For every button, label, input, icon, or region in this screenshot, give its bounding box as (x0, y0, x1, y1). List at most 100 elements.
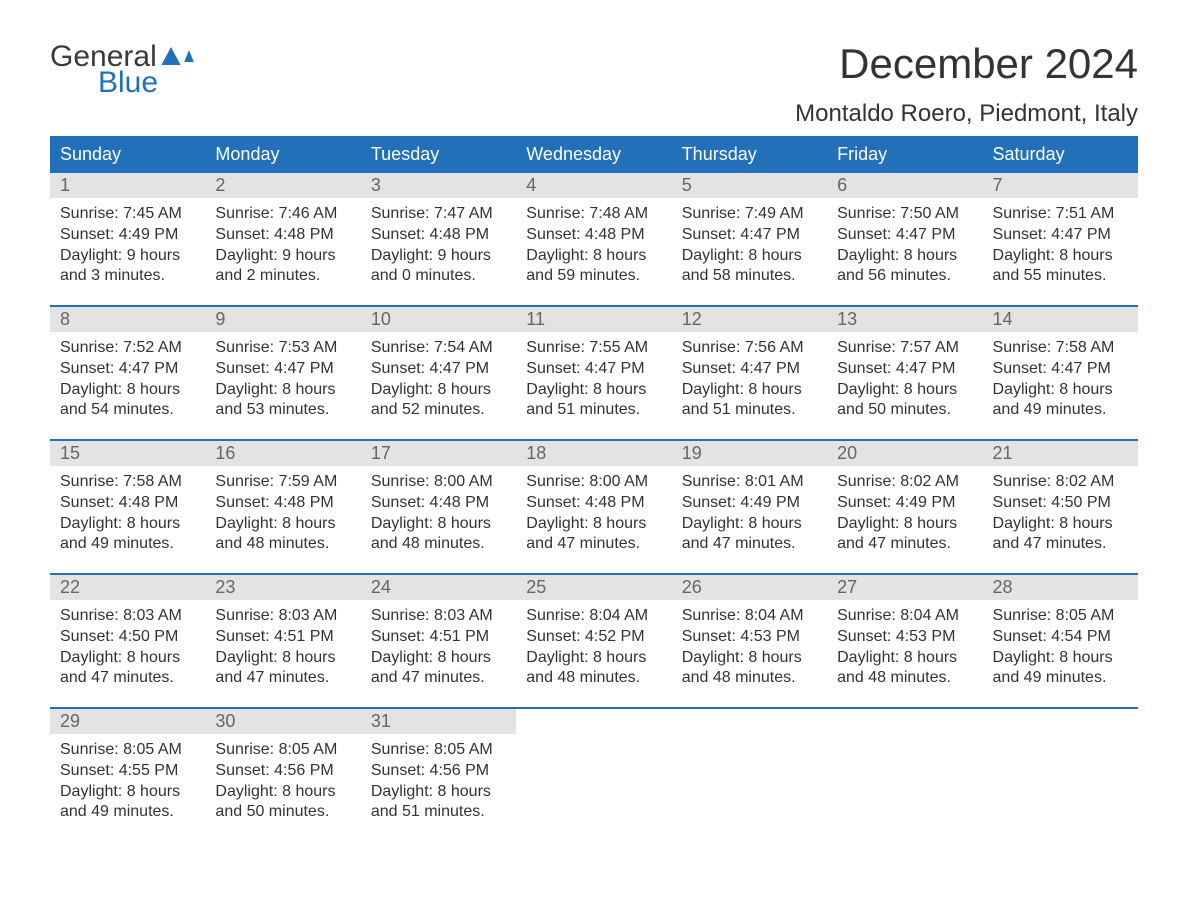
week-row: 15Sunrise: 7:58 AMSunset: 4:48 PMDayligh… (50, 439, 1138, 573)
sunrise-text: Sunrise: 7:54 AM (371, 338, 506, 359)
day-cell (827, 709, 982, 841)
day-number: 16 (205, 441, 360, 466)
day-content: Sunrise: 8:04 AMSunset: 4:52 PMDaylight:… (516, 600, 671, 695)
sunset-text: Sunset: 4:49 PM (60, 225, 195, 246)
sunset-text: Sunset: 4:47 PM (526, 359, 661, 380)
day-content: Sunrise: 7:53 AMSunset: 4:47 PMDaylight:… (205, 332, 360, 427)
sunrise-text: Sunrise: 8:00 AM (371, 472, 506, 493)
sunset-text: Sunset: 4:47 PM (993, 225, 1128, 246)
daylight-text-1: Daylight: 8 hours (837, 514, 972, 535)
day-content: Sunrise: 7:56 AMSunset: 4:47 PMDaylight:… (672, 332, 827, 427)
daylight-text-1: Daylight: 8 hours (682, 380, 817, 401)
daylight-text-1: Daylight: 8 hours (60, 648, 195, 669)
day-content: Sunrise: 7:46 AMSunset: 4:48 PMDaylight:… (205, 198, 360, 293)
sunrise-text: Sunrise: 7:47 AM (371, 204, 506, 225)
daylight-text-2: and 48 minutes. (371, 534, 506, 555)
daylight-text-2: and 47 minutes. (526, 534, 661, 555)
day-content: Sunrise: 8:01 AMSunset: 4:49 PMDaylight:… (672, 466, 827, 561)
day-number: 13 (827, 307, 982, 332)
sunset-text: Sunset: 4:48 PM (215, 225, 350, 246)
day-number: 18 (516, 441, 671, 466)
sunset-text: Sunset: 4:48 PM (215, 493, 350, 514)
daylight-text-1: Daylight: 8 hours (215, 514, 350, 535)
day-number: 17 (361, 441, 516, 466)
daylight-text-1: Daylight: 8 hours (993, 514, 1128, 535)
day-cell: 3Sunrise: 7:47 AMSunset: 4:48 PMDaylight… (361, 173, 516, 305)
daylight-text-1: Daylight: 8 hours (371, 514, 506, 535)
daylight-text-2: and 48 minutes. (215, 534, 350, 555)
day-number: 29 (50, 709, 205, 734)
sunrise-text: Sunrise: 7:45 AM (60, 204, 195, 225)
day-number: 5 (672, 173, 827, 198)
sunrise-text: Sunrise: 8:03 AM (215, 606, 350, 627)
day-content: Sunrise: 7:52 AMSunset: 4:47 PMDaylight:… (50, 332, 205, 427)
sunrise-text: Sunrise: 7:46 AM (215, 204, 350, 225)
daylight-text-1: Daylight: 8 hours (215, 782, 350, 803)
day-number: 19 (672, 441, 827, 466)
day-cell: 11Sunrise: 7:55 AMSunset: 4:47 PMDayligh… (516, 307, 671, 439)
daylight-text-1: Daylight: 8 hours (526, 380, 661, 401)
day-cell: 6Sunrise: 7:50 AMSunset: 4:47 PMDaylight… (827, 173, 982, 305)
sunset-text: Sunset: 4:51 PM (371, 627, 506, 648)
week-row: 29Sunrise: 8:05 AMSunset: 4:55 PMDayligh… (50, 707, 1138, 841)
day-cell: 25Sunrise: 8:04 AMSunset: 4:52 PMDayligh… (516, 575, 671, 707)
sunrise-text: Sunrise: 8:05 AM (215, 740, 350, 761)
day-number: 23 (205, 575, 360, 600)
day-content: Sunrise: 7:57 AMSunset: 4:47 PMDaylight:… (827, 332, 982, 427)
sunrise-text: Sunrise: 8:01 AM (682, 472, 817, 493)
sunrise-text: Sunrise: 7:48 AM (526, 204, 661, 225)
day-cell: 17Sunrise: 8:00 AMSunset: 4:48 PMDayligh… (361, 441, 516, 573)
day-content: Sunrise: 8:02 AMSunset: 4:50 PMDaylight:… (983, 466, 1138, 561)
day-cell: 7Sunrise: 7:51 AMSunset: 4:47 PMDaylight… (983, 173, 1138, 305)
sunset-text: Sunset: 4:56 PM (371, 761, 506, 782)
daylight-text-2: and 51 minutes. (371, 802, 506, 823)
day-content: Sunrise: 7:54 AMSunset: 4:47 PMDaylight:… (361, 332, 516, 427)
sunset-text: Sunset: 4:47 PM (682, 359, 817, 380)
daylight-text-2: and 49 minutes. (60, 802, 195, 823)
day-cell: 18Sunrise: 8:00 AMSunset: 4:48 PMDayligh… (516, 441, 671, 573)
day-cell: 19Sunrise: 8:01 AMSunset: 4:49 PMDayligh… (672, 441, 827, 573)
sunrise-text: Sunrise: 7:55 AM (526, 338, 661, 359)
sunset-text: Sunset: 4:47 PM (682, 225, 817, 246)
day-content: Sunrise: 8:05 AMSunset: 4:54 PMDaylight:… (983, 600, 1138, 695)
daylight-text-2: and 50 minutes. (837, 400, 972, 421)
sunset-text: Sunset: 4:47 PM (993, 359, 1128, 380)
weeks-container: 1Sunrise: 7:45 AMSunset: 4:49 PMDaylight… (50, 173, 1138, 841)
sunrise-text: Sunrise: 8:02 AM (837, 472, 972, 493)
sunrise-text: Sunrise: 7:53 AM (215, 338, 350, 359)
daylight-text-1: Daylight: 8 hours (837, 380, 972, 401)
daylight-text-1: Daylight: 8 hours (993, 246, 1128, 267)
day-number: 3 (361, 173, 516, 198)
day-header-sunday: Sunday (50, 136, 205, 173)
daylight-text-1: Daylight: 9 hours (215, 246, 350, 267)
sunset-text: Sunset: 4:49 PM (682, 493, 817, 514)
day-cell: 2Sunrise: 7:46 AMSunset: 4:48 PMDaylight… (205, 173, 360, 305)
day-content: Sunrise: 7:55 AMSunset: 4:47 PMDaylight:… (516, 332, 671, 427)
day-number: 12 (672, 307, 827, 332)
day-cell: 4Sunrise: 7:48 AMSunset: 4:48 PMDaylight… (516, 173, 671, 305)
day-content: Sunrise: 8:02 AMSunset: 4:49 PMDaylight:… (827, 466, 982, 561)
sunset-text: Sunset: 4:54 PM (993, 627, 1128, 648)
day-cell (983, 709, 1138, 841)
day-cell: 31Sunrise: 8:05 AMSunset: 4:56 PMDayligh… (361, 709, 516, 841)
daylight-text-1: Daylight: 8 hours (526, 648, 661, 669)
day-number: 11 (516, 307, 671, 332)
day-cell: 13Sunrise: 7:57 AMSunset: 4:47 PMDayligh… (827, 307, 982, 439)
day-cell: 10Sunrise: 7:54 AMSunset: 4:47 PMDayligh… (361, 307, 516, 439)
day-number: 4 (516, 173, 671, 198)
day-header-saturday: Saturday (983, 136, 1138, 173)
day-number: 8 (50, 307, 205, 332)
day-content: Sunrise: 8:00 AMSunset: 4:48 PMDaylight:… (516, 466, 671, 561)
sunrise-text: Sunrise: 7:51 AM (993, 204, 1128, 225)
sunrise-text: Sunrise: 7:56 AM (682, 338, 817, 359)
daylight-text-2: and 49 minutes. (993, 668, 1128, 689)
day-cell: 12Sunrise: 7:56 AMSunset: 4:47 PMDayligh… (672, 307, 827, 439)
day-cell: 16Sunrise: 7:59 AMSunset: 4:48 PMDayligh… (205, 441, 360, 573)
day-number: 28 (983, 575, 1138, 600)
daylight-text-2: and 49 minutes. (60, 534, 195, 555)
day-content: Sunrise: 8:05 AMSunset: 4:56 PMDaylight:… (361, 734, 516, 829)
sunrise-text: Sunrise: 8:00 AM (526, 472, 661, 493)
daylight-text-2: and 3 minutes. (60, 266, 195, 287)
day-cell: 15Sunrise: 7:58 AMSunset: 4:48 PMDayligh… (50, 441, 205, 573)
sunrise-text: Sunrise: 7:50 AM (837, 204, 972, 225)
